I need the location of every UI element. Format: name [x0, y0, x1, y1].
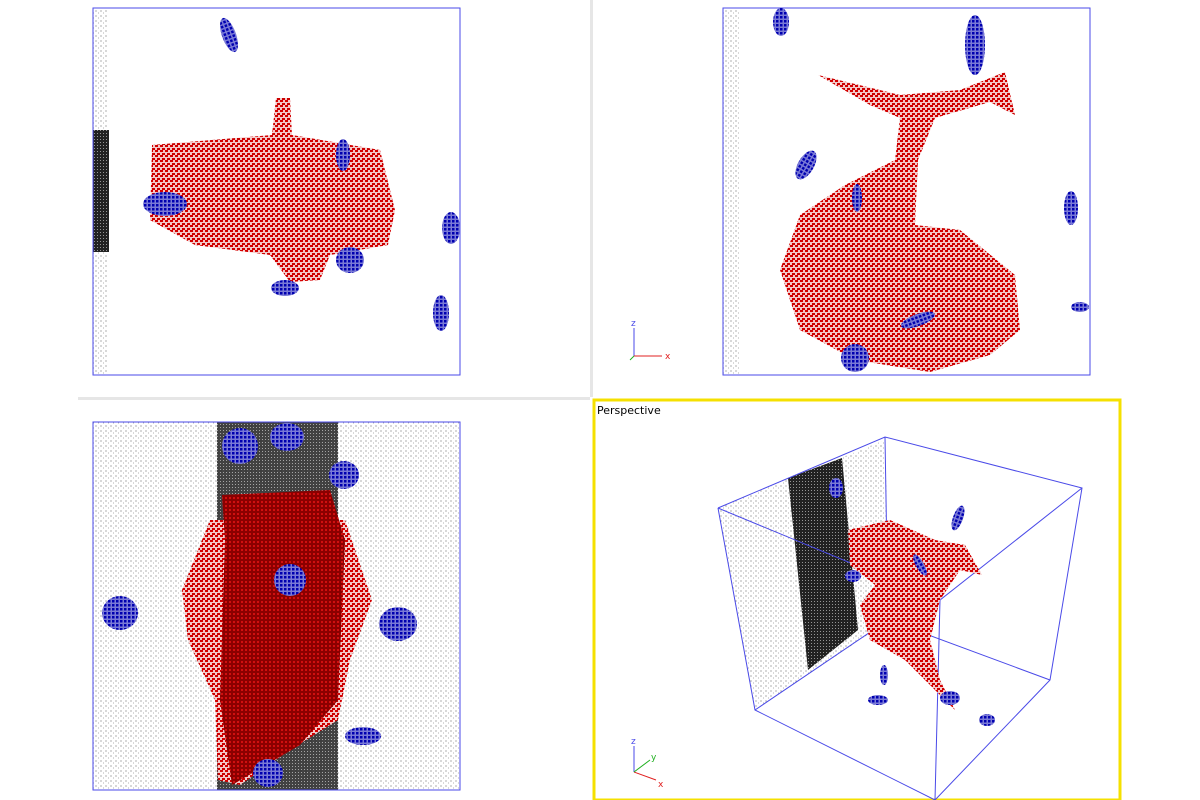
axis-tripod: z y x — [631, 737, 664, 790]
cell-box — [92, 7, 461, 376]
viewport-title[interactable]: Perspective — [597, 404, 661, 417]
cluster — [848, 520, 982, 710]
viewport-top-right[interactable]: z x — [629, 7, 1091, 376]
viewport-top-left[interactable] — [92, 7, 461, 376]
divider — [590, 0, 593, 397]
active-border — [592, 398, 1122, 800]
divider — [78, 397, 590, 400]
slab-dense — [788, 458, 858, 670]
particles — [143, 17, 460, 331]
particles — [829, 478, 995, 726]
cell-box — [92, 421, 461, 791]
cell-box — [722, 7, 1091, 376]
axis-label: z — [631, 319, 636, 329]
cluster — [150, 98, 395, 282]
viewport-bottom-left[interactable] — [92, 421, 461, 791]
particles — [102, 423, 417, 787]
axis-label: y — [651, 753, 657, 763]
viewport-perspective[interactable]: Perspective z y x — [592, 398, 1122, 800]
slab-dense — [93, 130, 109, 252]
slab — [723, 8, 740, 375]
particles — [773, 8, 1089, 372]
cluster — [780, 72, 1020, 372]
axis-label: x — [665, 352, 671, 362]
cluster-core — [220, 490, 345, 785]
axis-tripod: z x — [629, 319, 671, 362]
axis-label: z — [631, 737, 636, 747]
axis-label: x — [658, 780, 664, 790]
